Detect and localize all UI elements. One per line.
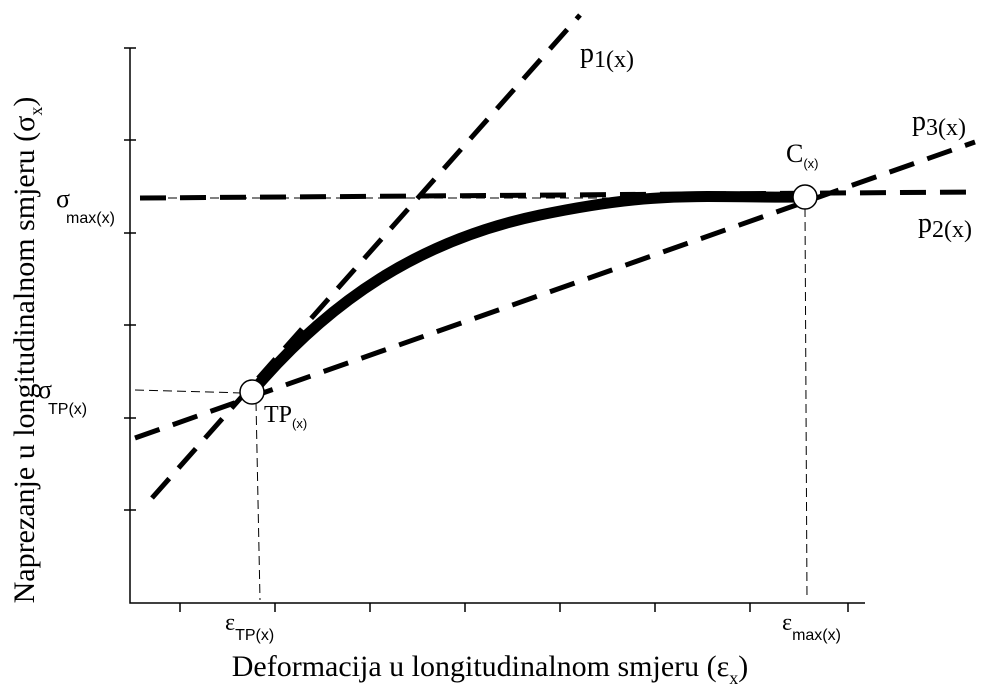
tp-point bbox=[239, 379, 265, 405]
sigma-tp-label: σ TP(x) bbox=[38, 375, 87, 418]
eps-max-label: εmax(x) bbox=[782, 610, 841, 644]
leader-lines bbox=[134, 197, 808, 601]
p2-label: p2(x) bbox=[918, 208, 972, 243]
axes bbox=[129, 48, 865, 604]
sigma-max-label: σ max(x) bbox=[56, 184, 115, 227]
p3-label: p3(x) bbox=[912, 106, 966, 141]
x-axis-label: Deformacija u longitudinalnom smjeru (εx… bbox=[232, 650, 748, 687]
stress-curve bbox=[247, 191, 806, 396]
c-point bbox=[792, 184, 818, 210]
p1-label: p1(x) bbox=[580, 38, 634, 73]
tangent-lines bbox=[134, 13, 976, 500]
y-axis-label: Naprezanje u longitudinalnom smjeru (σx) bbox=[8, 97, 46, 604]
c-label: C(x) bbox=[786, 139, 819, 171]
tp-label: TP(x) bbox=[264, 402, 307, 431]
eps-tp-label: εTP(x) bbox=[225, 610, 274, 644]
ticks bbox=[124, 47, 849, 612]
